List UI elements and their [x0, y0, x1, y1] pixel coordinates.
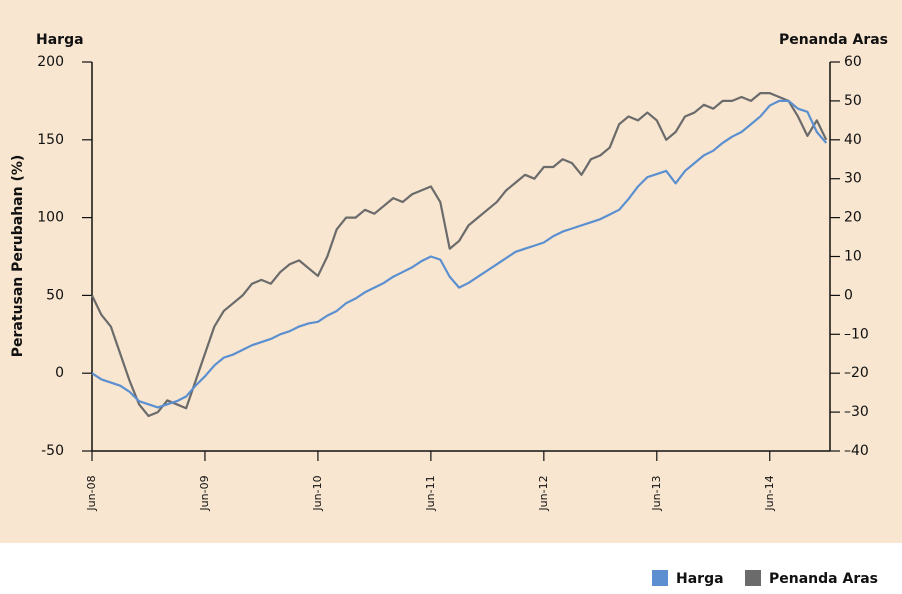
x-tick-label: Jun-14: [763, 475, 776, 511]
y2-tick-label: 20: [844, 210, 862, 226]
y2-tick-label: –40: [844, 443, 869, 459]
x-tick-label: Jun-13: [650, 475, 663, 511]
y-tick-label: 100: [37, 210, 64, 226]
y2-axis-title: Penanda Aras: [779, 32, 888, 48]
x-tick-label: Jun-08: [85, 475, 98, 511]
x-tick-label: Jun-11: [424, 475, 437, 511]
y-tick-label: 50: [46, 287, 64, 303]
y2-tick-label: 30: [844, 171, 862, 187]
x-tick-label: Jun-10: [311, 475, 324, 511]
y2-tick-label: 10: [844, 249, 862, 265]
y-tick-label: 0: [55, 365, 64, 381]
x-tick-label: Jun-09: [198, 475, 211, 511]
y-tick-label: 150: [37, 132, 64, 148]
legend-swatch: [745, 570, 761, 586]
series-line: [91, 92, 828, 418]
y2-tick-label: –20: [844, 365, 869, 381]
y-axis-title: Harga: [36, 32, 84, 48]
legend-label: Harga: [676, 571, 724, 587]
y2-tick-label: 60: [844, 54, 862, 70]
y2-tick-label: –30: [844, 404, 869, 420]
y2-tick-label: 0: [844, 287, 853, 303]
y-tick-label: 200: [37, 54, 64, 70]
chart-panel: [0, 0, 902, 543]
series-line: [91, 99, 828, 409]
legend-swatch: [652, 570, 668, 586]
y-tick-label: -50: [41, 443, 64, 459]
y2-tick-label: –10: [844, 326, 869, 342]
legend-label: Penanda Aras: [769, 571, 878, 587]
y-axis-label: Peratusan Perubahan (%): [10, 155, 26, 358]
x-tick-label: Jun-12: [537, 475, 550, 511]
y2-tick-label: 40: [844, 132, 862, 148]
y2-tick-label: 50: [844, 93, 862, 109]
